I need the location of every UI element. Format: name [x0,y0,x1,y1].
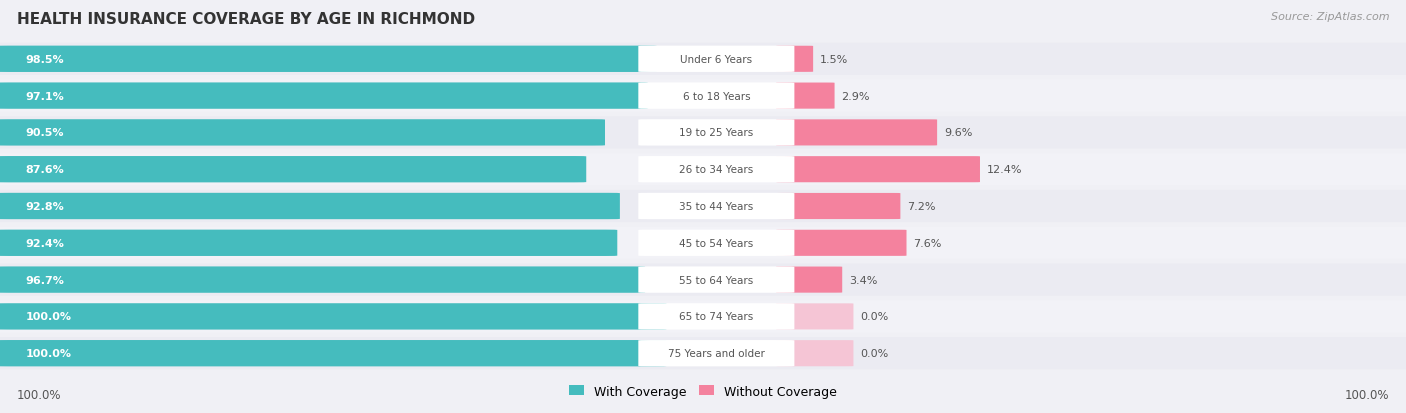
FancyBboxPatch shape [776,120,938,146]
Text: 0.0%: 0.0% [860,312,889,322]
Text: 98.5%: 98.5% [25,55,63,65]
FancyBboxPatch shape [638,120,794,146]
Text: Under 6 Years: Under 6 Years [681,55,752,65]
FancyBboxPatch shape [0,264,1406,296]
Text: 12.4%: 12.4% [987,165,1022,175]
Text: 65 to 74 Years: 65 to 74 Years [679,312,754,322]
Text: 92.8%: 92.8% [25,202,65,211]
FancyBboxPatch shape [0,117,1406,149]
FancyBboxPatch shape [0,337,1406,370]
FancyBboxPatch shape [0,267,645,293]
Text: 2.9%: 2.9% [842,91,870,101]
FancyBboxPatch shape [0,301,1406,333]
FancyBboxPatch shape [776,193,900,220]
FancyBboxPatch shape [638,340,794,366]
Text: 0.0%: 0.0% [860,348,889,358]
FancyBboxPatch shape [0,80,1406,112]
Text: 75 Years and older: 75 Years and older [668,348,765,358]
Text: 100.0%: 100.0% [25,312,72,322]
FancyBboxPatch shape [0,304,666,330]
FancyBboxPatch shape [776,230,907,256]
Text: 96.7%: 96.7% [25,275,65,285]
FancyBboxPatch shape [0,230,617,256]
FancyBboxPatch shape [776,157,980,183]
Text: 7.6%: 7.6% [914,238,942,248]
FancyBboxPatch shape [776,267,842,293]
FancyBboxPatch shape [638,230,794,256]
FancyBboxPatch shape [0,190,1406,223]
FancyBboxPatch shape [0,43,1406,76]
Text: 90.5%: 90.5% [25,128,63,138]
Text: 92.4%: 92.4% [25,238,65,248]
FancyBboxPatch shape [638,83,794,109]
FancyBboxPatch shape [638,157,794,183]
FancyBboxPatch shape [0,120,605,146]
Text: 100.0%: 100.0% [1344,388,1389,401]
Text: 1.5%: 1.5% [820,55,848,65]
FancyBboxPatch shape [776,340,853,366]
Text: 97.1%: 97.1% [25,91,65,101]
FancyBboxPatch shape [0,227,1406,259]
FancyBboxPatch shape [0,193,620,220]
Text: 9.6%: 9.6% [945,128,973,138]
Text: 100.0%: 100.0% [17,388,62,401]
FancyBboxPatch shape [0,47,657,73]
FancyBboxPatch shape [0,157,586,183]
Text: 100.0%: 100.0% [25,348,72,358]
FancyBboxPatch shape [0,83,648,109]
Text: 35 to 44 Years: 35 to 44 Years [679,202,754,211]
Text: 26 to 34 Years: 26 to 34 Years [679,165,754,175]
Text: HEALTH INSURANCE COVERAGE BY AGE IN RICHMOND: HEALTH INSURANCE COVERAGE BY AGE IN RICH… [17,12,475,27]
Legend: With Coverage, Without Coverage: With Coverage, Without Coverage [564,380,842,403]
FancyBboxPatch shape [638,193,794,220]
FancyBboxPatch shape [776,304,853,330]
FancyBboxPatch shape [638,267,794,293]
Text: 55 to 64 Years: 55 to 64 Years [679,275,754,285]
FancyBboxPatch shape [638,304,794,330]
FancyBboxPatch shape [638,47,794,73]
Text: 6 to 18 Years: 6 to 18 Years [682,91,751,101]
FancyBboxPatch shape [0,340,666,366]
Text: 3.4%: 3.4% [849,275,877,285]
Text: 45 to 54 Years: 45 to 54 Years [679,238,754,248]
Text: 7.2%: 7.2% [907,202,936,211]
Text: 87.6%: 87.6% [25,165,65,175]
Text: 19 to 25 Years: 19 to 25 Years [679,128,754,138]
Text: Source: ZipAtlas.com: Source: ZipAtlas.com [1271,12,1389,22]
FancyBboxPatch shape [0,154,1406,186]
FancyBboxPatch shape [776,47,813,73]
FancyBboxPatch shape [776,83,835,109]
